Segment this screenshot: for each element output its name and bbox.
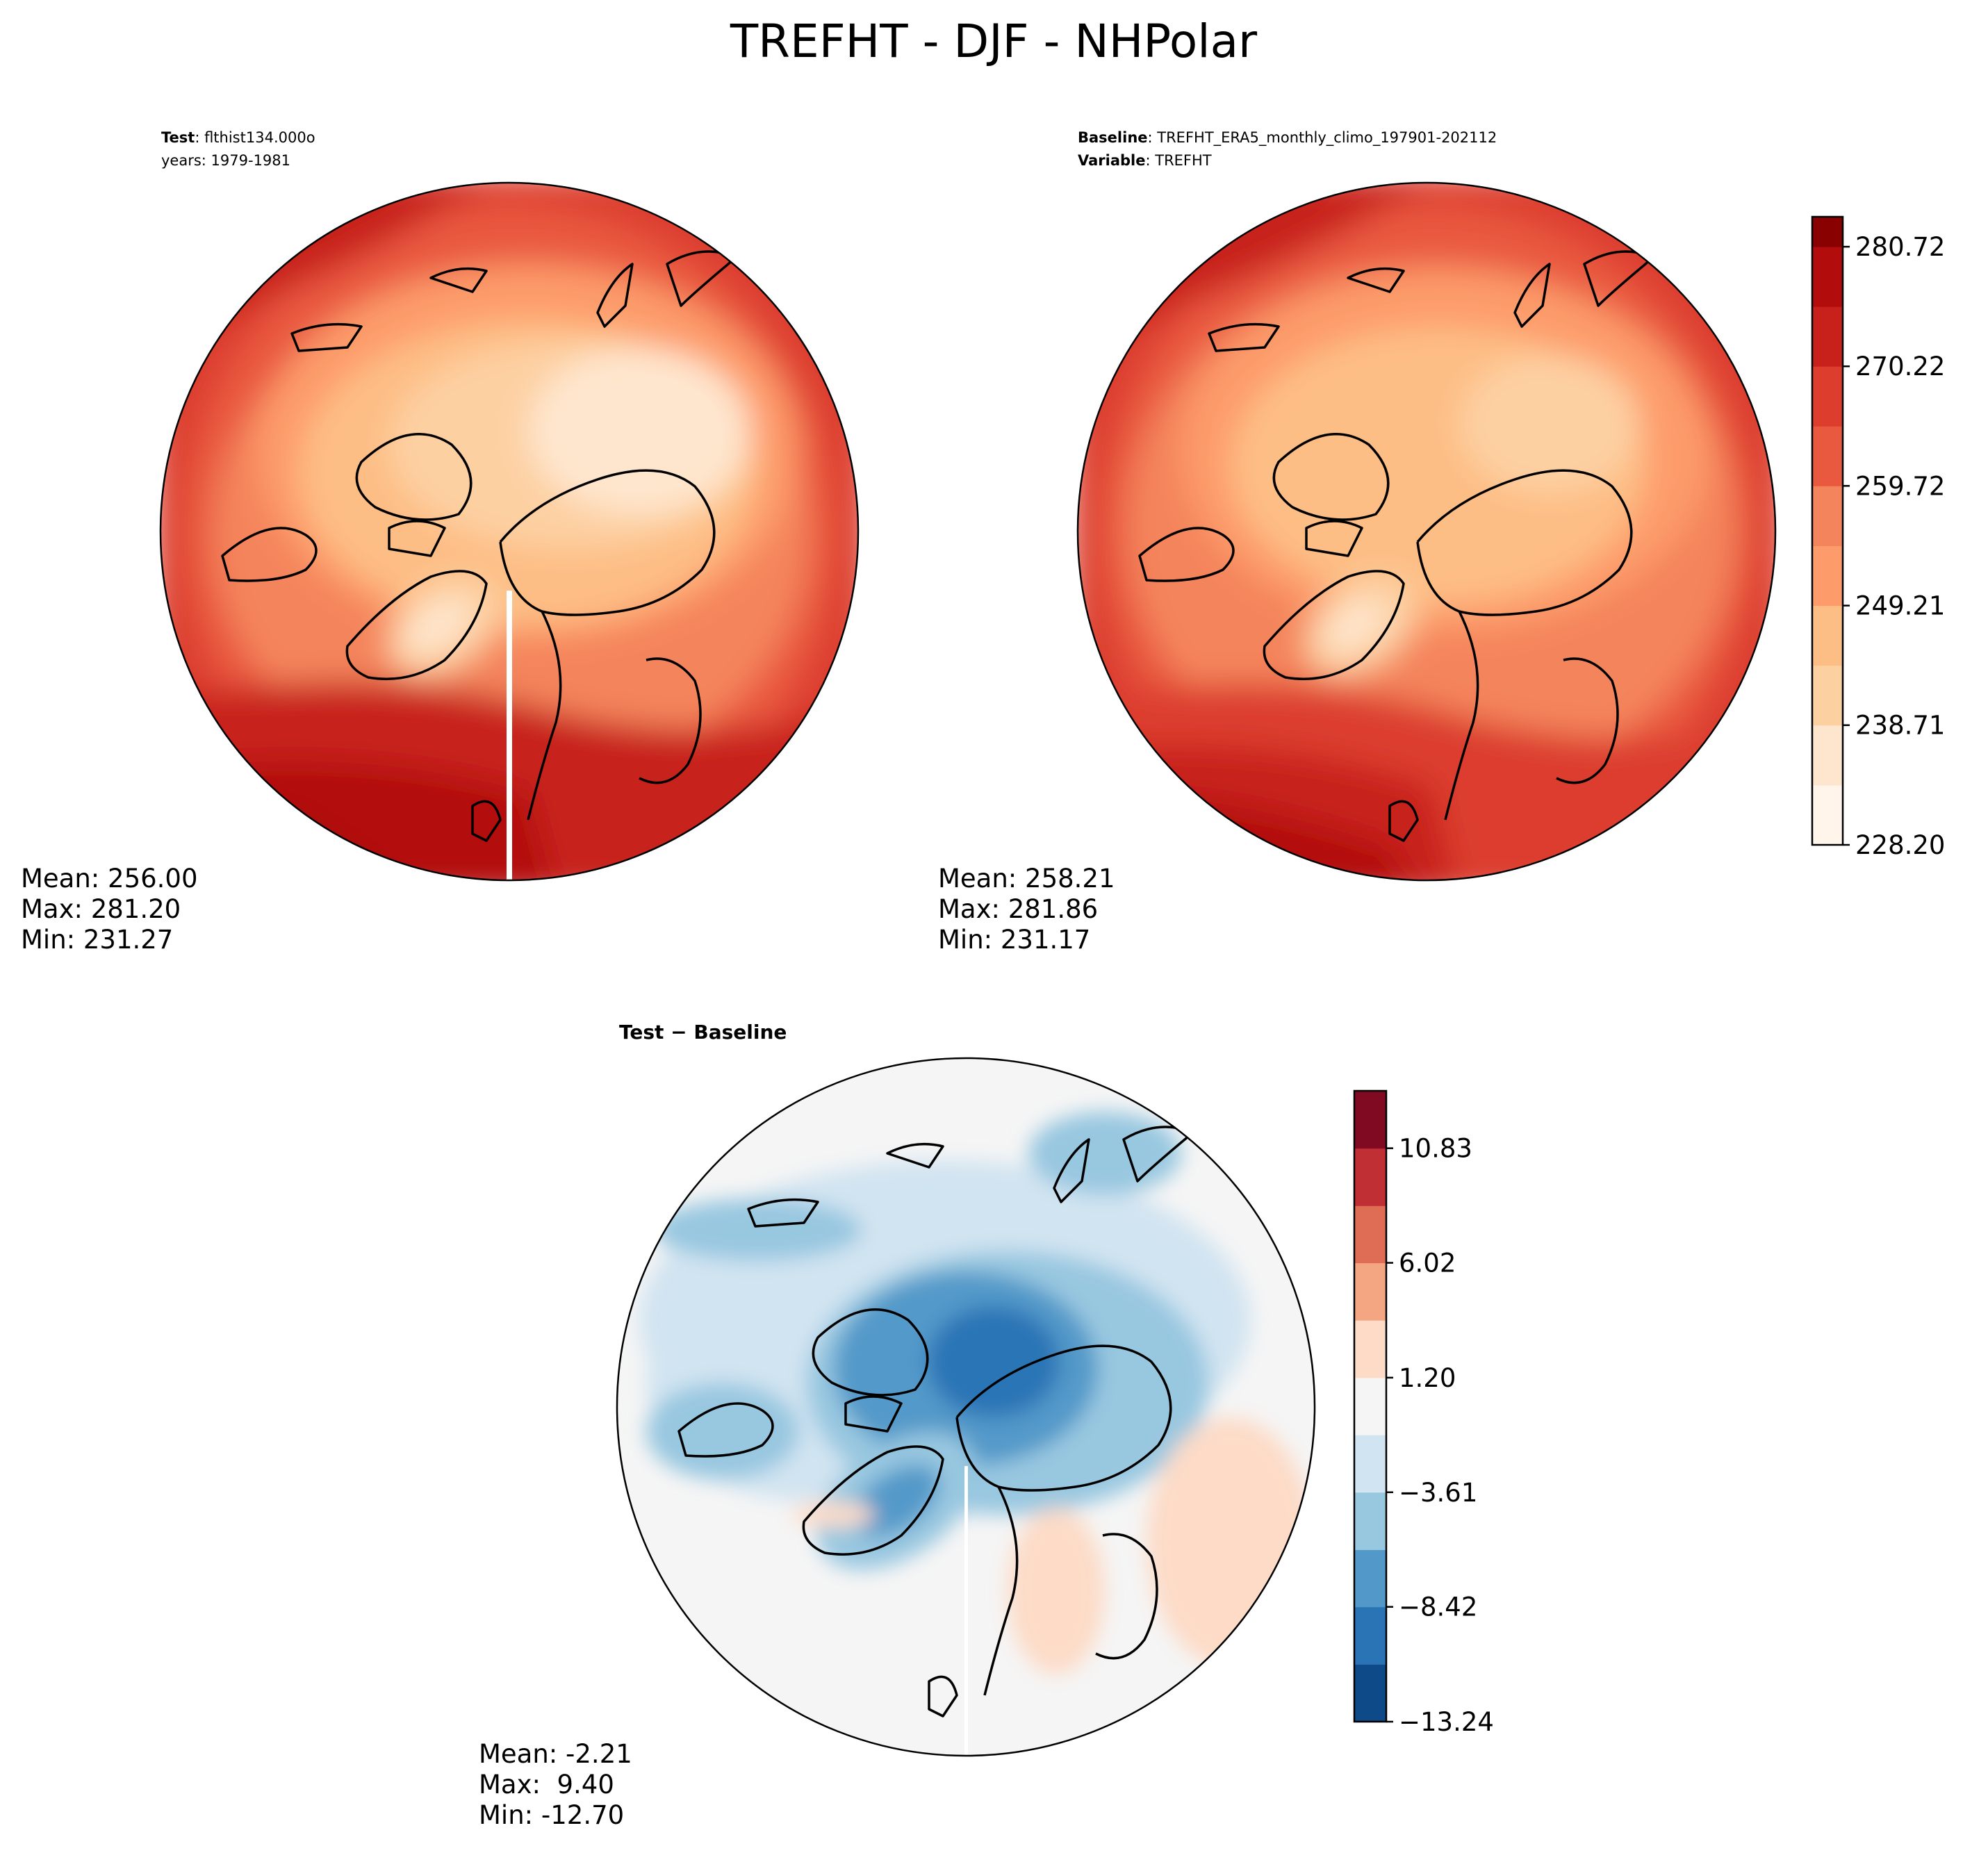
main-colorbar-segment	[1812, 605, 1843, 666]
difference-colorbar-segment	[1354, 1435, 1386, 1493]
difference-colorbar-border	[1353, 1089, 1388, 1723]
baseline-panel: Baseline: TREFHT_ERA5_monthly_climo_1979…	[938, 129, 1777, 955]
difference-colorbar-segment	[1354, 1320, 1386, 1378]
difference-colorbar-tick-label: −3.61	[1399, 1478, 1477, 1508]
main-colorbar-segment	[1812, 426, 1843, 486]
main-colorbar-tick-label: 280.72	[1855, 232, 1945, 262]
main-colorbar-segment	[1812, 725, 1843, 786]
test-header-line1: Test: flthist134.000o	[161, 129, 315, 146]
difference-colorbar-segment	[1354, 1664, 1386, 1722]
main-colorbar: 228.20 238.71 249.21 259.72 270.22 280.72	[1811, 215, 1945, 860]
test-header-case: : flthist134.000o	[195, 129, 315, 146]
main-colorbar-tick-label: 238.71	[1855, 711, 1945, 741]
difference-header: Test − Baseline	[619, 1021, 787, 1044]
test-mean: Mean: 256.00	[21, 864, 198, 893]
test-header-label: Test	[161, 129, 195, 146]
difference-colorbar-tick-label: −13.24	[1399, 1707, 1494, 1737]
difference-map	[617, 1058, 1315, 1756]
figure-title: TREFHT - DJF - NHPolar	[730, 15, 1258, 68]
test-max: Max: 281.20	[21, 894, 181, 924]
baseline-max: Max: 281.86	[938, 894, 1098, 924]
test-panel: Test: flthist134.000o years: 1979-1981	[21, 129, 860, 955]
test-seam	[507, 591, 512, 880]
baseline-variable-label: Variable	[1078, 152, 1145, 169]
test-header-years: years: 1979-1981	[161, 152, 290, 169]
main-colorbar-segment	[1812, 784, 1843, 846]
difference-colorbar-segment	[1354, 1205, 1386, 1264]
difference-colorbar-segment	[1354, 1262, 1386, 1321]
main-colorbar-segment	[1812, 486, 1843, 547]
difference-colorbar-segment	[1354, 1606, 1386, 1665]
difference-colorbar-segment	[1354, 1091, 1386, 1149]
main-colorbar-segment	[1812, 665, 1843, 726]
difference-colorbar-segment	[1354, 1377, 1386, 1435]
test-map-border	[159, 181, 860, 882]
difference-colorbar-tick-label: 1.20	[1399, 1363, 1456, 1393]
main-colorbar-segment	[1812, 247, 1843, 307]
baseline-header-dataset: : TREFHT_ERA5_monthly_climo_197901-20211…	[1148, 129, 1497, 147]
test-min: Min: 231.27	[21, 925, 173, 955]
difference-max: Max: 9.40	[479, 1770, 614, 1800]
baseline-map	[1078, 183, 1775, 880]
main-colorbar-segment	[1812, 217, 1843, 247]
difference-map-border	[616, 1057, 1316, 1757]
baseline-coastlines	[1138, 250, 1683, 842]
main-colorbar-tick-label: 228.20	[1855, 830, 1945, 860]
difference-colorbar-tick-label: −8.42	[1399, 1592, 1477, 1622]
difference-seam	[964, 1466, 968, 1756]
baseline-variable-value: : TREFHT	[1145, 152, 1211, 169]
difference-colorbar: −13.24 −8.42 −3.61 1.20 6.02 10.83	[1353, 1089, 1494, 1737]
main-colorbar-border	[1811, 215, 1844, 846]
difference-colorbar-segment	[1354, 1549, 1386, 1608]
difference-colorbar-segment	[1354, 1148, 1386, 1206]
main-colorbar-tick-label: 270.22	[1855, 352, 1945, 381]
difference-colorbar-tick-label: 10.83	[1399, 1134, 1472, 1164]
difference-colorbar-tick-label: 6.02	[1399, 1249, 1456, 1278]
baseline-min: Min: 231.17	[938, 925, 1090, 955]
main-colorbar-tick-label: 259.72	[1855, 471, 1945, 501]
baseline-mean: Mean: 258.21	[938, 864, 1115, 893]
difference-colorbar-segment	[1354, 1492, 1386, 1550]
baseline-map-border	[1076, 181, 1777, 882]
difference-mean: Mean: -2.21	[479, 1739, 632, 1769]
baseline-header-line1: Baseline: TREFHT_ERA5_monthly_climo_1979…	[1078, 129, 1497, 147]
difference-min: Min: -12.70	[479, 1800, 624, 1830]
main-colorbar-segment	[1812, 306, 1843, 367]
main-colorbar-tick-label: 249.21	[1855, 591, 1945, 621]
baseline-header-label: Baseline	[1078, 129, 1148, 146]
difference-panel: Test − Baseline	[479, 1021, 1316, 1830]
baseline-header-line2: Variable: TREFHT	[1078, 152, 1212, 169]
test-map	[161, 183, 858, 880]
main-colorbar-segment	[1812, 366, 1843, 427]
main-colorbar-segment	[1812, 545, 1843, 607]
